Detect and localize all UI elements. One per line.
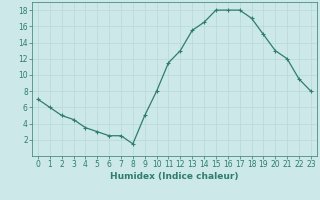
X-axis label: Humidex (Indice chaleur): Humidex (Indice chaleur) xyxy=(110,172,239,181)
